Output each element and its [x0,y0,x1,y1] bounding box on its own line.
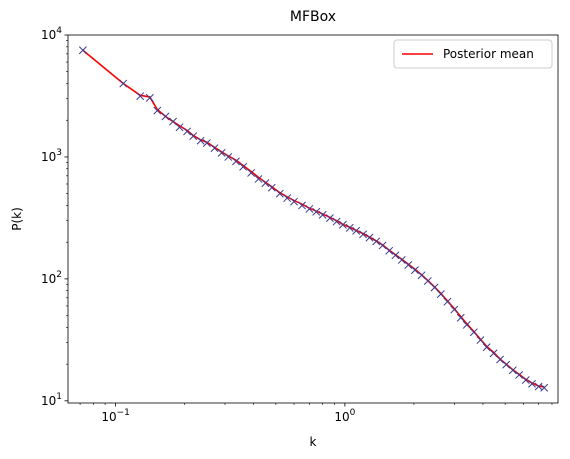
data-point-marker [397,255,406,264]
data-point-marker [224,152,233,161]
data-point-marker [196,136,205,145]
data-point-marker [521,376,530,385]
data-point-marker [261,179,270,188]
data-point-marker [515,371,524,379]
legend-box [393,39,553,69]
data-point-marker [496,355,505,364]
y-axis-label: P(k) [10,207,24,231]
data-point-marker [239,162,248,171]
data-point-marker [436,290,445,299]
data-point-marker [338,220,347,229]
data-point-marker [469,328,478,337]
data-point-marker [372,237,381,246]
data-point-marker [189,132,198,141]
data-point-marker [410,266,419,275]
data-point-marker [78,46,87,55]
data-point-marker [267,183,276,192]
data-point-marker [232,157,240,166]
data-point-marker [183,127,192,136]
data-point-marker [305,204,314,213]
data-point-marker [443,297,452,306]
data-point-marker [450,305,459,314]
data-point-marker [325,214,334,223]
data-point-marker [119,79,128,88]
legend: Posterior mean [393,39,553,69]
data-point-marker [359,230,368,239]
data-point-marker [489,349,498,358]
data-point-marker [161,112,170,121]
data-point-marker [217,148,226,157]
plot-frame [67,34,559,404]
data-point-marker [502,360,511,369]
y-tick-label: 102 [41,270,62,286]
data-point-marker [298,201,306,210]
data-point-marker [391,251,400,260]
data-point-marker [404,261,413,269]
data-point-marker [476,336,485,345]
y-tick-label: 103 [41,148,62,164]
data-point-marker [430,283,439,292]
data-point-marker [332,217,341,226]
x-axis-label: k [310,435,317,449]
data-point-marker [169,117,177,126]
data-point-marker [508,366,517,375]
plot-area [78,46,549,392]
x-tick-label: 100 [334,408,355,424]
data-point-marker [528,379,537,388]
data-point-marker [318,210,327,219]
data-point-marker [254,174,263,183]
data-point-marker [247,168,256,177]
data-point-marker [423,277,432,286]
data-point-marker [175,123,184,132]
data-point-marker [153,106,162,115]
data-point-marker [312,207,321,216]
data-point-marker [378,241,387,250]
axes: 10−1 100 101 102 103 104 [41,26,553,424]
data-point-marker [145,93,154,102]
data-point-marker [202,139,211,148]
data-point-marker [275,189,284,198]
data-point-marker [482,343,491,352]
chart-title: MFBox [290,9,336,25]
data-point-marker [352,226,361,235]
data-point-marker [540,383,549,392]
legend-label: Posterior mean [443,47,534,61]
y-tick-label: 101 [41,392,62,408]
data-point-marker [290,197,298,206]
data-point-marker [210,144,219,153]
data-point-marker [462,320,471,329]
data-point-marker [283,194,292,203]
y-tick-label: 104 [41,26,62,42]
data-point-marker [365,233,374,242]
x-tick-label: 10−1 [101,408,130,424]
data-point-marker [456,313,465,322]
data-point-marker [385,246,394,255]
data-point-marker [345,223,354,232]
data-point-marker [136,92,145,101]
